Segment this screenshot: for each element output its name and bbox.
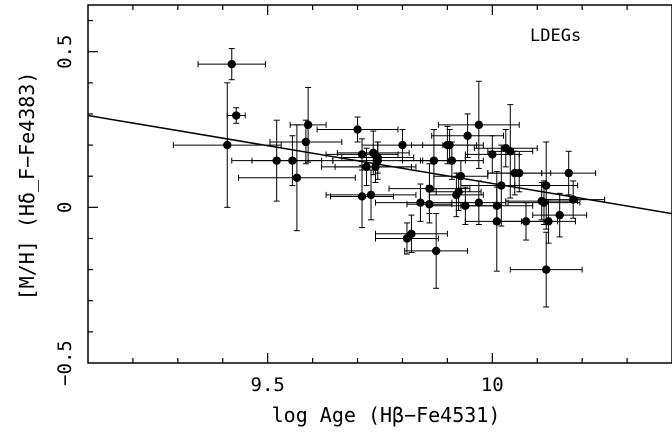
data-point (515, 168, 524, 178)
x-axis-label: log Age (Hβ−Fe4531) (272, 403, 501, 427)
data-point (425, 184, 434, 193)
data-point (272, 156, 281, 165)
data-point (461, 201, 470, 210)
data-point (416, 198, 425, 207)
data-point (373, 153, 382, 162)
data-point (555, 210, 564, 220)
data-point (463, 131, 472, 140)
data-point (288, 156, 297, 165)
x-tick-label: 9.5 (251, 374, 285, 396)
data-point (366, 190, 376, 200)
y-axis-label: [M/H] (Hδ_F−Fe4383) (15, 72, 39, 301)
data-point (353, 125, 362, 134)
data-point (488, 150, 497, 159)
data-point (521, 217, 531, 226)
data-point (357, 150, 367, 159)
y-tick-label: −0.5 (54, 340, 76, 386)
data-point (227, 59, 236, 69)
data-point (506, 147, 515, 156)
data-point (544, 217, 553, 226)
data-point (447, 156, 457, 165)
data-point (223, 140, 232, 150)
x-tick-labels: 9.5 10 (251, 374, 504, 396)
data-point (357, 192, 367, 201)
data-point (542, 265, 551, 274)
y-tick-labels: −0.5 0 0.5 (54, 35, 76, 386)
data-point (303, 120, 313, 130)
data-point (232, 111, 241, 120)
data-point (445, 140, 454, 150)
y-tick-label: 0 (54, 202, 76, 213)
data-points (223, 59, 578, 274)
error-bars (172, 48, 606, 308)
data-point (474, 198, 484, 207)
regression-line (87, 114, 672, 215)
data-point (398, 140, 407, 150)
y-tick-label: 0.5 (54, 35, 76, 69)
axis-ticks (88, 5, 628, 363)
data-point (362, 162, 371, 172)
plot-frame (87, 4, 672, 364)
x-tick-label: 10 (481, 374, 504, 396)
data-point (492, 201, 501, 210)
data-point (474, 120, 484, 130)
data-point (429, 156, 439, 165)
data-point (564, 168, 573, 178)
data-point (431, 246, 441, 256)
data-point (492, 217, 501, 226)
data-point (539, 198, 549, 207)
data-point (292, 173, 302, 182)
data-point (301, 137, 311, 147)
data-point (454, 187, 463, 196)
data-point (542, 181, 551, 190)
annotation-label: LDEGs (530, 26, 581, 46)
data-point (407, 229, 416, 239)
data-point (425, 200, 434, 209)
